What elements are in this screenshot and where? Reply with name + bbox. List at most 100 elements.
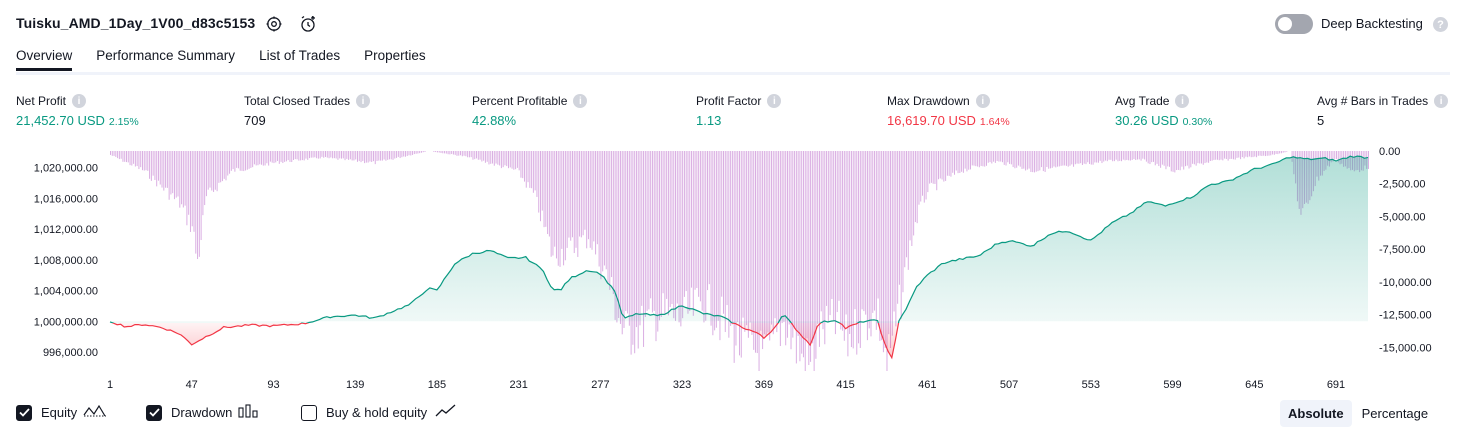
drawdown-bar (1162, 151, 1163, 165)
drawdown-bar (1119, 151, 1120, 161)
drawdown-bar (1254, 151, 1255, 157)
drawdown-bar (663, 151, 664, 293)
drawdown-bar (172, 151, 173, 193)
x-tick-label: 645 (1245, 379, 1263, 391)
drawdown-bar (1221, 151, 1222, 160)
drawdown-bar (293, 151, 294, 160)
drawdown-checkbox[interactable] (146, 405, 162, 421)
drawdown-bar (876, 151, 877, 330)
drawdown-bar (748, 151, 749, 338)
drawdown-bar (1217, 151, 1218, 160)
drawdown-bar (990, 151, 991, 162)
drawdown-bar (1189, 151, 1190, 168)
drawdown-bar (412, 151, 413, 155)
legend-buy-hold[interactable]: Buy & hold equity (301, 404, 457, 421)
drawdown-bar (135, 151, 136, 167)
drawdown-bar (703, 151, 704, 322)
question-icon[interactable]: ? (1433, 17, 1448, 32)
drawdown-bar (622, 151, 623, 334)
drawdown-bar (421, 151, 422, 153)
info-icon[interactable]: i (72, 94, 86, 108)
add-alert-icon[interactable] (297, 13, 319, 35)
drawdown-bar (862, 151, 863, 309)
drawdown-bar (885, 151, 886, 348)
drawdown-bar (1197, 151, 1198, 163)
deep-backtesting-toggle[interactable] (1275, 14, 1313, 34)
buy-hold-checkbox[interactable] (301, 405, 317, 421)
info-icon[interactable]: i (976, 94, 990, 108)
drawdown-bar (1251, 151, 1252, 157)
y-left-tick-label: 1,020,000.00 (34, 163, 98, 175)
drawdown-bar (1123, 151, 1124, 160)
drawdown-bar (462, 151, 463, 156)
drawdown-bar (1004, 151, 1005, 165)
x-tick-label: 185 (428, 379, 446, 391)
drawdown-bar (851, 151, 852, 347)
drawdown-bar (478, 151, 479, 160)
drawdown-bar (945, 151, 946, 181)
drawdown-bar (716, 151, 717, 328)
legend-equity[interactable]: Equity (16, 404, 107, 421)
drawdown-bar (1023, 151, 1024, 169)
drawdown-bar (968, 151, 969, 170)
drawdown-bar (202, 151, 203, 215)
gear-icon[interactable] (263, 13, 285, 35)
drawdown-bar (1039, 151, 1040, 170)
drawdown-bar (963, 151, 964, 173)
drawdown-bar (414, 151, 415, 154)
legend-drawdown[interactable]: Drawdown (146, 404, 258, 421)
drawdown-bar (1164, 151, 1165, 166)
metric-label: Total Closed Trades (244, 94, 350, 108)
drawdown-bar (695, 151, 696, 290)
tab-list-of-trades[interactable]: List of Trades (259, 48, 340, 71)
tab-performance-summary[interactable]: Performance Summary (96, 48, 235, 71)
drawdown-bar (599, 151, 600, 267)
info-icon[interactable]: i (356, 94, 370, 108)
drawdown-bar (469, 151, 470, 157)
drawdown-bar (332, 151, 333, 158)
drawdown-bar (881, 151, 882, 340)
metric-label: Percent Profitable (472, 94, 567, 108)
drawdown-bar (1187, 151, 1188, 166)
drawdown-bar (1128, 151, 1129, 160)
drawdown-bar (188, 151, 189, 215)
drawdown-bar (1247, 151, 1248, 157)
absolute-button[interactable]: Absolute (1280, 400, 1352, 427)
tab-properties[interactable]: Properties (364, 48, 426, 71)
drawdown-bar (377, 151, 378, 161)
drawdown-bar (1174, 151, 1175, 172)
drawdown-bar (309, 151, 310, 158)
drawdown-bar (183, 151, 184, 207)
drawdown-bar (218, 151, 219, 183)
drawdown-bar (743, 151, 744, 318)
info-icon[interactable]: i (767, 94, 781, 108)
info-icon[interactable]: i (1175, 94, 1189, 108)
percentage-button[interactable]: Percentage (1354, 400, 1437, 427)
drawdown-bar (380, 151, 381, 161)
tab-overview[interactable]: Overview (16, 48, 72, 71)
equity-chart[interactable]: 1,020,000.00 1,016,000.00 1,012,000.00 1,00… (0, 140, 1466, 398)
drawdown-bar (179, 151, 180, 208)
drawdown-bar (590, 151, 591, 248)
drawdown-bar (540, 151, 541, 221)
drawdown-bar (398, 151, 399, 157)
info-icon[interactable]: i (573, 94, 587, 108)
drawdown-bar (993, 151, 994, 162)
drawdown-bar (1007, 151, 1008, 162)
y-right-tick-label: -15,000.00 (1379, 342, 1432, 354)
drawdown-bar (1055, 151, 1056, 167)
drawdown-bar (631, 151, 632, 355)
drawdown-bar (792, 151, 793, 338)
equity-checkbox[interactable] (16, 405, 32, 421)
drawdown-bar (490, 151, 491, 164)
drawdown-bar (542, 151, 543, 211)
drawdown-bar (707, 151, 708, 290)
drawdown-bar (229, 151, 230, 174)
drawdown-bar (1263, 151, 1264, 156)
drawdown-bar (1034, 151, 1035, 172)
drawdown-bar (1030, 151, 1031, 172)
drawdown-bar (1094, 151, 1095, 162)
drawdown-bar (126, 151, 127, 162)
drawdown-bar (531, 151, 532, 188)
info-icon[interactable]: i (1434, 94, 1448, 108)
